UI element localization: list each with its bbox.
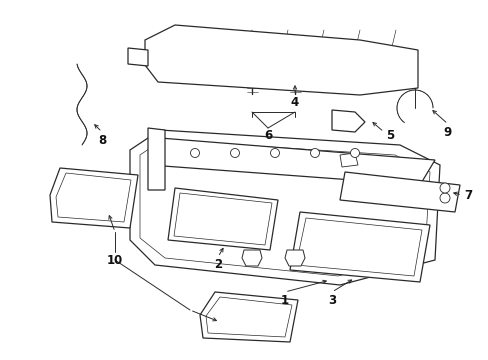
Polygon shape xyxy=(339,153,357,167)
Polygon shape xyxy=(285,250,305,266)
Text: 6: 6 xyxy=(264,129,271,141)
Polygon shape xyxy=(168,188,278,250)
Polygon shape xyxy=(331,110,364,132)
Text: 5: 5 xyxy=(385,129,393,141)
Polygon shape xyxy=(128,48,148,66)
Text: 1: 1 xyxy=(281,293,288,306)
Text: 4: 4 xyxy=(290,95,299,108)
Polygon shape xyxy=(50,168,138,228)
Polygon shape xyxy=(145,25,417,95)
Polygon shape xyxy=(140,140,429,276)
Polygon shape xyxy=(130,130,439,285)
Circle shape xyxy=(270,149,279,158)
Circle shape xyxy=(350,149,359,158)
Text: 3: 3 xyxy=(327,293,335,306)
Text: 10: 10 xyxy=(107,253,123,266)
Polygon shape xyxy=(339,172,459,212)
Polygon shape xyxy=(56,173,131,222)
Polygon shape xyxy=(242,250,262,266)
Polygon shape xyxy=(174,193,271,245)
Circle shape xyxy=(439,193,449,203)
Polygon shape xyxy=(150,138,434,185)
Circle shape xyxy=(310,149,319,158)
Circle shape xyxy=(439,183,449,193)
Text: 7: 7 xyxy=(463,189,471,202)
Circle shape xyxy=(230,149,239,158)
Polygon shape xyxy=(200,292,297,342)
Polygon shape xyxy=(289,212,429,282)
Polygon shape xyxy=(205,297,291,337)
Polygon shape xyxy=(148,128,164,190)
Text: 2: 2 xyxy=(214,258,222,271)
Polygon shape xyxy=(295,218,421,276)
Text: 8: 8 xyxy=(98,134,106,147)
Text: 9: 9 xyxy=(443,126,451,139)
Circle shape xyxy=(190,149,199,158)
